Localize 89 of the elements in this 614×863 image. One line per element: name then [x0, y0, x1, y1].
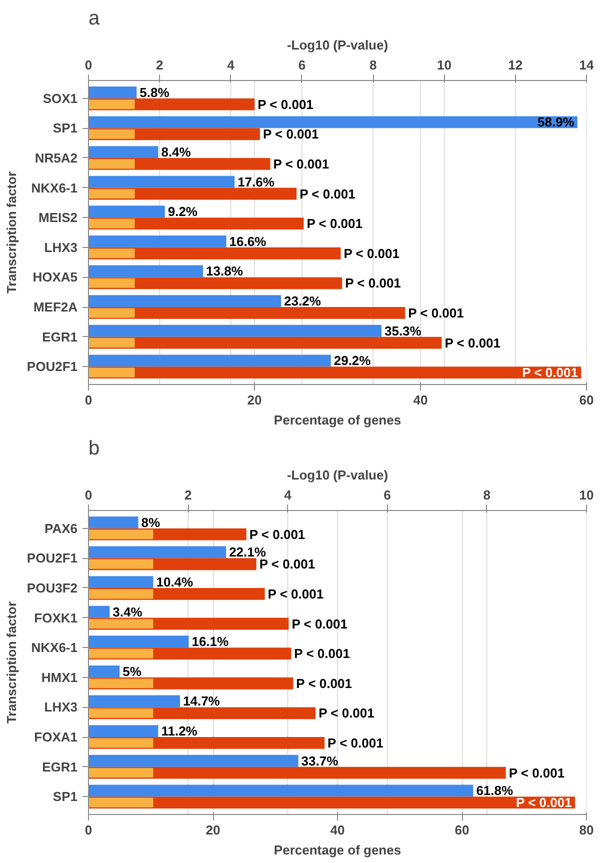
- data-label: 29.2%: [334, 353, 372, 368]
- data-label: P < 0.001: [296, 676, 352, 691]
- x2-tick-label: 4: [227, 58, 236, 72]
- data-label: 61.8%: [476, 783, 514, 798]
- data-label: 8%: [141, 514, 161, 530]
- y-axis-title: Transcription factor: [4, 601, 19, 724]
- x2-tick-label: 6: [298, 58, 306, 72]
- x-tick-label: 40: [413, 392, 428, 408]
- x2-tick-label: 6: [384, 488, 391, 502]
- data-label: P < 0.001: [444, 335, 501, 350]
- y-tick-label: NR5A2: [34, 150, 78, 166]
- y-tick-label: NKX6-1: [31, 180, 78, 196]
- data-label: 23.2%: [284, 294, 322, 309]
- x-tick-label: 0: [84, 822, 92, 838]
- data-label: 35.3%: [384, 323, 422, 338]
- x2-tick-label: 10: [436, 58, 452, 72]
- data-label: 13.8%: [206, 264, 244, 279]
- x2-tick-label: 10: [579, 488, 594, 502]
- data-label: 5%: [122, 664, 142, 679]
- data-label: P < 0.001: [328, 735, 384, 750]
- data-label: P < 0.001: [408, 305, 464, 320]
- y-tick-label: POU2F1: [26, 359, 78, 374]
- data-label: 11.2%: [161, 724, 198, 739]
- x2-tick-label: 14: [579, 58, 594, 72]
- x2-axis-title: -Log10 (P-value): [286, 38, 388, 52]
- data-label: 8.4%: [161, 144, 192, 160]
- data-label: P < 0.001: [268, 586, 324, 602]
- y-tick-label: HOXA5: [32, 270, 78, 285]
- y-tick-label: LHX3: [44, 240, 78, 255]
- data-label: 3.4%: [112, 604, 143, 620]
- x-tick-label: 60: [454, 822, 470, 838]
- data-label: P < 0.001: [258, 96, 314, 112]
- x2-tick-label: 4: [284, 488, 292, 502]
- y-tick-label: EGR1: [42, 759, 78, 774]
- y-tick-label: POU2F1: [26, 550, 78, 566]
- y-tick-label: EGR1: [42, 329, 78, 344]
- x-tick-label: 60: [579, 392, 594, 408]
- data-label: 9.2%: [168, 204, 198, 220]
- data-label: 14.7%: [183, 694, 220, 709]
- y-tick-label: NKX6-1: [31, 640, 78, 656]
- data-label: P < 0.001: [522, 365, 578, 380]
- data-label: 16.6%: [229, 234, 267, 249]
- x-tick-label: 20: [247, 392, 262, 408]
- y-tick-label: FOXK1: [34, 610, 78, 626]
- data-label: 5.8%: [140, 84, 170, 100]
- data-label: P < 0.001: [292, 616, 348, 632]
- data-label: 58.9%: [538, 114, 575, 130]
- data-label: P < 0.001: [306, 216, 363, 232]
- y-tick-label: FOXA1: [34, 730, 78, 745]
- y-tick-label: HMX1: [41, 670, 78, 685]
- data-label: P < 0.001: [344, 246, 400, 261]
- data-label: 10.4%: [156, 574, 194, 590]
- y-tick-label: MEF2A: [33, 300, 78, 315]
- x2-tick-label: 2: [156, 58, 164, 72]
- x-axis-title: Percentage of genes: [274, 842, 402, 858]
- x-tick-label: 0: [84, 392, 92, 408]
- x-tick-label: 40: [330, 822, 345, 838]
- x-axis-title: Percentage of genes: [274, 412, 402, 428]
- y-axis-title: Transcription factor: [4, 171, 19, 294]
- chart-title: b: [88, 438, 100, 460]
- data-label: 16.1%: [192, 634, 230, 650]
- chart-title: a: [88, 8, 100, 30]
- y-tick-label: SOX1: [42, 90, 78, 106]
- x2-tick-label: 8: [483, 488, 491, 502]
- x-tick-label: 80: [579, 822, 594, 838]
- x2-tick-label: 12: [508, 58, 523, 72]
- y-tick-label: LHX3: [44, 700, 78, 715]
- data-label: P < 0.001: [294, 646, 350, 662]
- data-label: P < 0.001: [249, 526, 306, 542]
- y-tick-label: SP1: [52, 789, 78, 804]
- data-label: 33.7%: [301, 753, 339, 768]
- x2-axis-title: -Log10 (P-value): [286, 468, 388, 482]
- x-tick-label: 20: [206, 822, 220, 838]
- y-tick-label: PAX6: [44, 520, 78, 536]
- y-tick-label: SP1: [52, 120, 78, 136]
- data-label: P < 0.001: [273, 156, 330, 172]
- data-label: P < 0.001: [516, 795, 572, 810]
- data-label: P < 0.001: [318, 706, 374, 721]
- x2-tick-label: 0: [84, 58, 92, 72]
- data-label: P < 0.001: [508, 765, 565, 780]
- data-label: P < 0.001: [345, 276, 401, 291]
- x2-tick-label: 2: [184, 488, 192, 502]
- x2-tick-label: 0: [84, 488, 92, 502]
- data-label: P < 0.001: [262, 126, 319, 142]
- data-label: 17.6%: [238, 174, 275, 190]
- x2-tick-label: 8: [369, 58, 377, 72]
- y-tick-label: MEIS2: [38, 210, 78, 226]
- y-tick-label: POU3F2: [26, 580, 78, 596]
- data-label: P < 0.001: [300, 186, 356, 202]
